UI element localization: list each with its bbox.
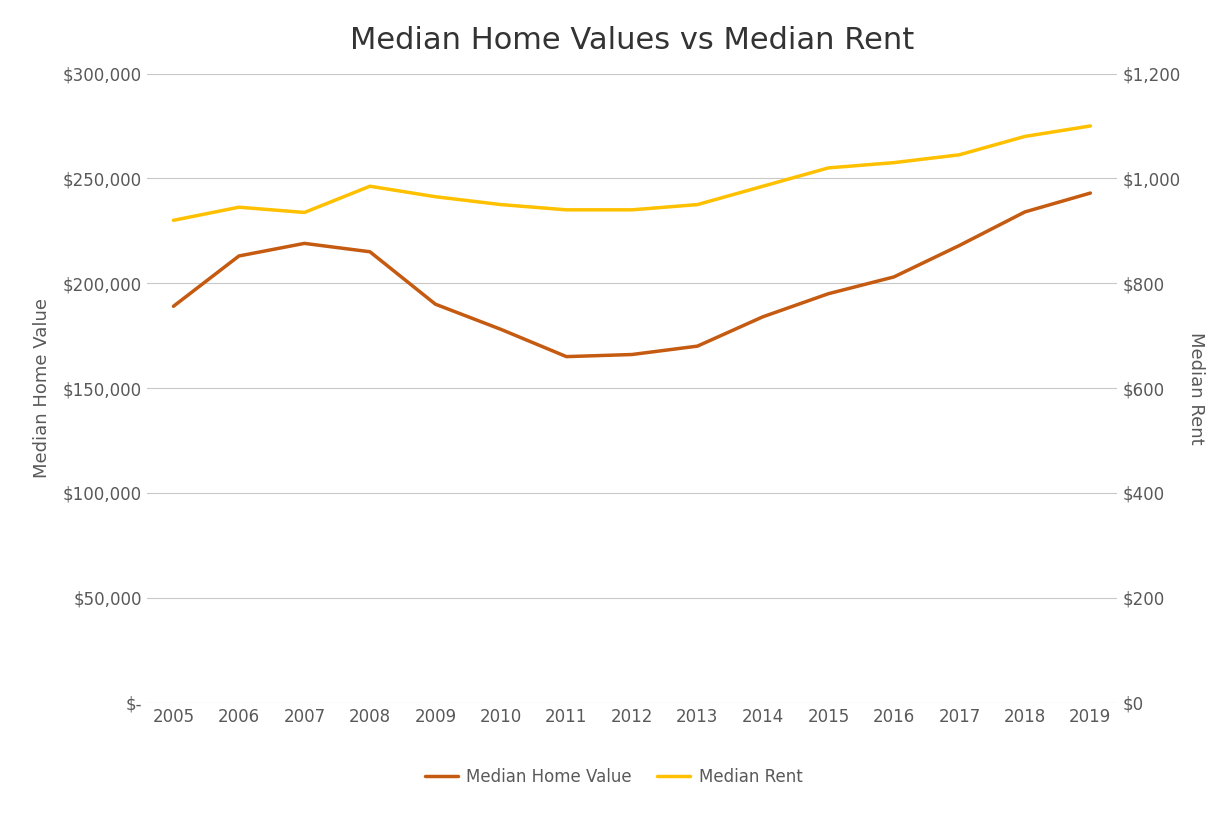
Median Rent <box>493 199 508 209</box>
Median Home Value <box>1017 207 1032 217</box>
Median Home Value <box>952 240 967 250</box>
Median Rent <box>756 181 771 191</box>
Median Rent <box>625 205 639 215</box>
Line: Median Rent: Median Rent <box>173 126 1091 221</box>
Median Home Value <box>1083 188 1098 198</box>
Median Home Value <box>690 342 704 351</box>
Median Rent <box>560 205 574 215</box>
Legend: Median Home Value, Median Rent: Median Home Value, Median Rent <box>418 761 809 792</box>
Median Home Value <box>428 299 443 309</box>
Median Home Value <box>821 289 836 299</box>
Median Rent <box>297 208 312 217</box>
Y-axis label: Median Home Value: Median Home Value <box>33 298 52 478</box>
Median Rent <box>821 163 836 172</box>
Median Home Value <box>297 239 312 248</box>
Y-axis label: Median Rent: Median Rent <box>1188 332 1205 444</box>
Median Rent <box>690 199 704 209</box>
Median Home Value <box>625 350 639 359</box>
Median Rent <box>887 158 902 167</box>
Median Home Value <box>887 272 902 282</box>
Line: Median Home Value: Median Home Value <box>173 193 1091 356</box>
Median Rent <box>1083 121 1098 131</box>
Median Rent <box>1017 132 1032 141</box>
Median Rent <box>232 203 247 212</box>
Title: Median Home Values vs Median Rent: Median Home Values vs Median Rent <box>350 25 914 55</box>
Median Home Value <box>362 247 377 257</box>
Median Home Value <box>493 324 508 334</box>
Median Rent <box>952 150 967 159</box>
Median Home Value <box>560 351 574 361</box>
Median Home Value <box>232 251 247 261</box>
Median Home Value <box>756 312 771 322</box>
Median Home Value <box>166 301 180 311</box>
Median Rent <box>166 216 180 225</box>
Median Rent <box>362 181 377 191</box>
Median Rent <box>428 192 443 202</box>
